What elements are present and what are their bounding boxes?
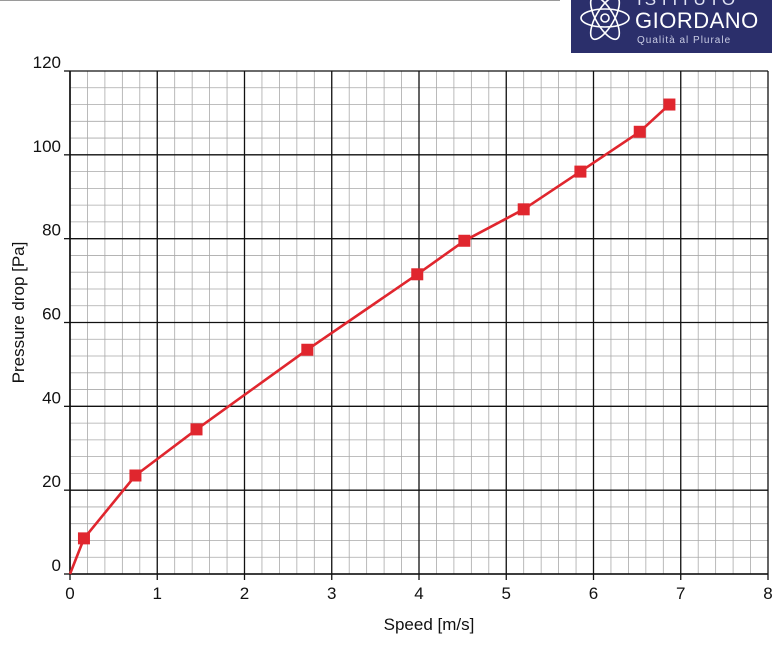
y-tick-labels: 0 20 40 60 80 100 120 bbox=[33, 53, 70, 575]
x-tick-label: 4 bbox=[414, 584, 423, 603]
y-tick-label: 80 bbox=[42, 221, 61, 240]
logo-line-giordano: GIORDANO bbox=[635, 8, 759, 33]
data-point-marker bbox=[458, 234, 471, 247]
y-axis-label: Pressure drop [Pa] bbox=[9, 242, 28, 384]
top-divider-line bbox=[0, 0, 560, 1]
x-axis-label: Speed [m/s] bbox=[384, 615, 475, 634]
data-point-marker bbox=[129, 469, 142, 482]
data-point-marker bbox=[77, 532, 90, 545]
y-tick-label: 60 bbox=[42, 305, 61, 324]
data-point-marker bbox=[574, 165, 587, 178]
x-tick-label: 5 bbox=[502, 584, 511, 603]
y-tick-label: 20 bbox=[42, 472, 61, 491]
data-point-marker bbox=[517, 203, 530, 216]
x-tick-label: 1 bbox=[153, 584, 162, 603]
x-tick-labels: 0 1 2 3 4 5 6 7 8 bbox=[65, 574, 773, 603]
data-point-marker bbox=[663, 98, 676, 111]
x-tick-label: 8 bbox=[763, 584, 772, 603]
data-point-marker bbox=[411, 268, 424, 281]
y-tick-label: 0 bbox=[52, 556, 61, 575]
x-tick-label: 7 bbox=[676, 584, 685, 603]
x-tick-label: 3 bbox=[327, 584, 336, 603]
x-tick-label: 0 bbox=[65, 584, 74, 603]
data-series bbox=[68, 98, 676, 575]
data-point-marker bbox=[190, 423, 203, 436]
istituto-giordano-logo: ISTITUTO GIORDANO Qualità al Plurale bbox=[571, 0, 772, 53]
logo-emblem-icon bbox=[580, 0, 630, 41]
y-tick-label: 120 bbox=[33, 53, 61, 72]
x-tick-label: 2 bbox=[240, 584, 249, 603]
y-tick-label: 40 bbox=[42, 388, 61, 407]
y-tick-label: 100 bbox=[33, 137, 61, 156]
logo-line-istituto: ISTITUTO bbox=[637, 0, 738, 10]
x-tick-label: 6 bbox=[589, 584, 598, 603]
logo-tagline: Qualità al Plurale bbox=[637, 35, 732, 46]
data-point-marker bbox=[301, 343, 314, 356]
data-point-marker bbox=[633, 125, 646, 138]
